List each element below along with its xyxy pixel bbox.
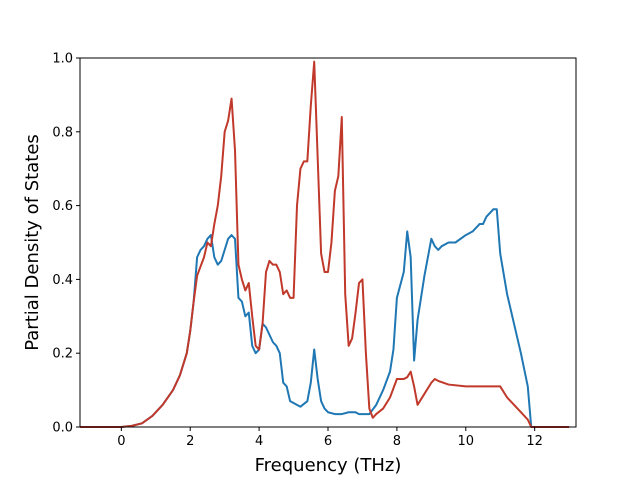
x-axis-ticks: 0 2 4 6 8 10 12 — [117, 427, 543, 449]
y-axis-label: Partial Density of States — [22, 134, 43, 351]
y-tick-label: 0.8 — [52, 125, 73, 140]
x-axis-label: Frequency (THz) — [255, 455, 402, 476]
plot-frame — [79, 57, 577, 428]
y-tick-label: 0.6 — [52, 199, 73, 214]
x-tick-label: 0 — [117, 434, 125, 449]
plot-lines — [80, 60, 570, 428]
y-tick-label: 0.0 — [52, 421, 73, 436]
x-tick-label: 6 — [324, 434, 332, 449]
y-tick-label: 1.0 — [52, 52, 73, 67]
x-tick-label: 10 — [458, 434, 475, 449]
y-tick-label: 0.4 — [52, 273, 73, 288]
x-tick-label: 2 — [186, 434, 194, 449]
y-tick-label: 0.2 — [52, 347, 73, 362]
x-tick-label: 12 — [526, 434, 543, 449]
y-axis-ticks: 0.0 0.2 0.4 0.6 0.8 1.0 — [52, 52, 80, 436]
series-line-1 — [80, 208, 533, 428]
x-tick-label: 8 — [393, 434, 401, 449]
x-tick-label: 4 — [255, 434, 263, 449]
series-line-2 — [80, 60, 570, 428]
